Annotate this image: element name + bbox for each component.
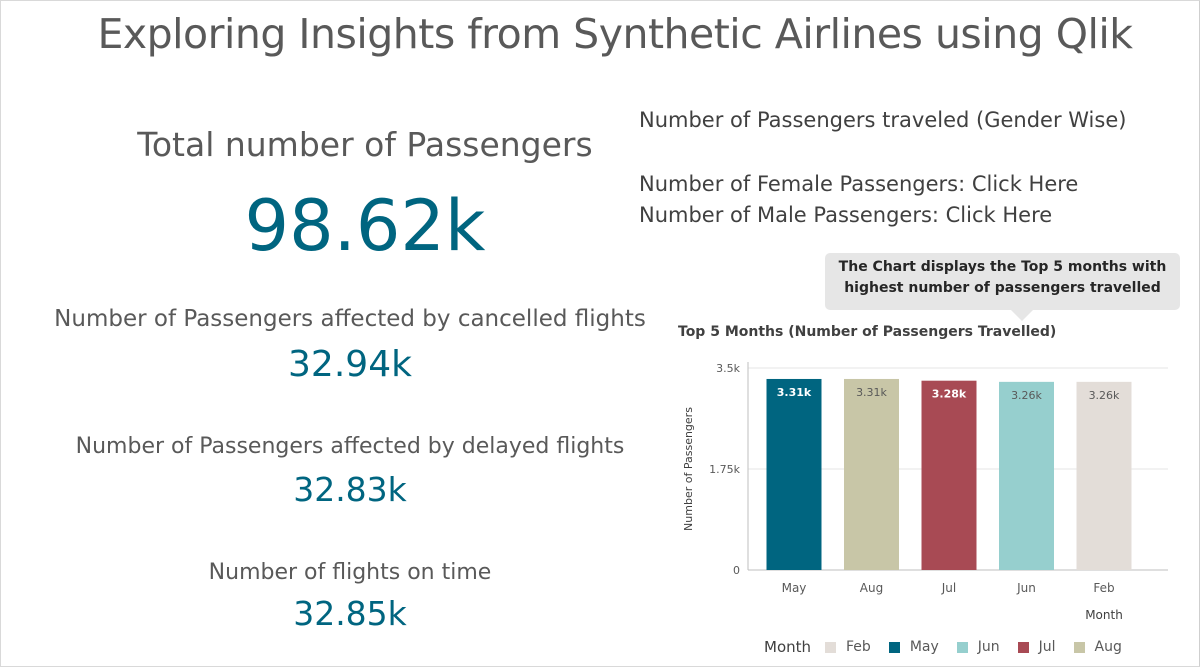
bar-jun[interactable] — [999, 381, 1054, 570]
on-time-flights-label: Number of flights on time — [208, 560, 492, 585]
male-passengers-link[interactable]: Number of Male Passengers: Click Here — [639, 203, 1053, 227]
bar-value-label: 3.31k — [777, 386, 812, 399]
female-passengers-link[interactable]: Number of Female Passengers: Click Here — [639, 172, 1079, 196]
x-tick-label: Jun — [1016, 581, 1036, 595]
legend-label: Jul — [1038, 639, 1056, 655]
legend-swatch — [1017, 641, 1029, 653]
bar-aug[interactable] — [844, 378, 899, 570]
y-axis-title: Number of Passengers — [682, 407, 695, 531]
legend-swatch — [1073, 641, 1085, 653]
bar-value-label: 3.26k — [1089, 389, 1120, 402]
on-time-flights-value: 32.85k — [293, 594, 407, 633]
cancelled-passengers-label: Number of Passengers affected by cancell… — [54, 306, 646, 332]
y-tick-label: 0 — [733, 564, 740, 577]
legend-item-aug[interactable]: Aug — [1073, 639, 1122, 655]
x-axis-title: Month — [1085, 608, 1123, 622]
bar-jul[interactable] — [921, 380, 977, 570]
page-title: Exploring Insights from Synthetic Airlin… — [97, 10, 1133, 58]
x-tick-label: May — [782, 581, 807, 595]
cancelled-passengers-value: 32.94k — [288, 344, 412, 385]
x-tick-label: Aug — [860, 581, 883, 595]
legend-title: Month — [764, 638, 812, 656]
bar-may[interactable] — [766, 378, 822, 570]
legend-label: Feb — [846, 639, 871, 655]
chart-legend: Month Feb May Jun Jul Aug — [764, 638, 1140, 656]
gender-heading: Number of Passengers traveled (Gender Wi… — [639, 108, 1127, 132]
y-tick-label: 3.5k — [716, 362, 740, 375]
x-tick-label: Feb — [1093, 581, 1114, 595]
legend-swatch — [825, 641, 837, 653]
bar-value-label: 3.31k — [856, 386, 887, 399]
callout-line-2: highest number of passengers travelled — [844, 280, 1161, 296]
legend-label: May — [909, 639, 939, 655]
legend-item-may[interactable]: May — [888, 639, 939, 655]
bar-value-label: 3.26k — [1011, 389, 1042, 402]
delayed-passengers-label: Number of Passengers affected by delayed… — [75, 434, 625, 459]
chart-title: Top 5 Months (Number of Passengers Trave… — [678, 324, 1057, 340]
bar-feb[interactable] — [1076, 381, 1132, 570]
bar-value-label: 3.28k — [932, 388, 967, 401]
legend-swatch — [956, 641, 968, 653]
top-months-bar-chart[interactable]: 0 1.75k 3.5k Number of Passengers 3.31k May 3.… — [676, 348, 1200, 628]
x-tick-label: Jul — [941, 581, 956, 595]
callout-line-1: The Chart displays the Top 5 months with — [838, 259, 1167, 275]
legend-label: Jun — [977, 639, 1000, 655]
total-passengers-value: 98.62k — [244, 185, 486, 267]
legend-swatch — [888, 641, 900, 653]
legend-item-jun[interactable]: Jun — [956, 639, 1000, 655]
delayed-passengers-value: 32.83k — [293, 470, 407, 509]
total-passengers-label: Total number of Passengers — [137, 125, 593, 164]
y-tick-label: 1.75k — [709, 463, 740, 476]
callout-tail — [1010, 309, 1034, 321]
legend-items: Feb May Jun Jul Aug — [825, 639, 1140, 655]
legend-label: Aug — [1094, 639, 1122, 655]
legend-item-jul[interactable]: Jul — [1017, 639, 1056, 655]
chart-callout: The Chart displays the Top 5 months with… — [825, 253, 1180, 310]
legend-item-feb[interactable]: Feb — [825, 639, 871, 655]
